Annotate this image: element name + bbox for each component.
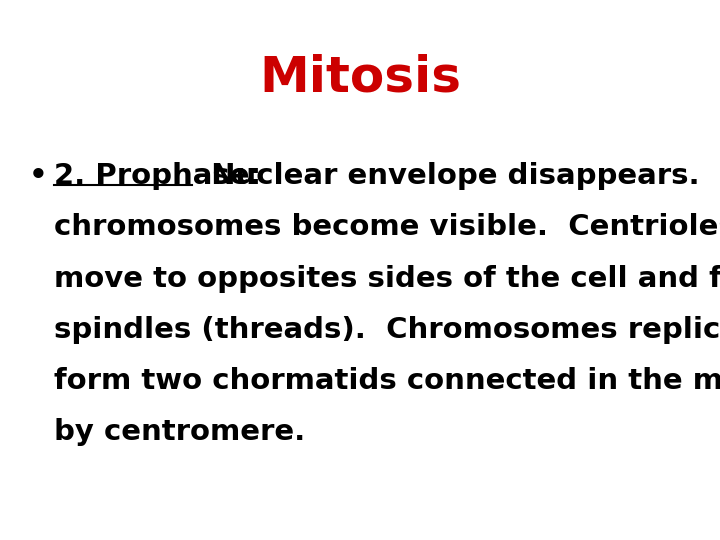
Text: by centromere.: by centromere. <box>54 418 305 447</box>
Text: Nuclear envelope disappears.: Nuclear envelope disappears. <box>191 162 699 190</box>
Text: •: • <box>29 162 48 190</box>
Text: form two chormatids connected in the middle: form two chormatids connected in the mid… <box>54 367 720 395</box>
Text: spindles (threads).  Chromosomes replicate to: spindles (threads). Chromosomes replicat… <box>54 316 720 344</box>
Text: Mitosis: Mitosis <box>259 54 461 102</box>
Text: move to opposites sides of the cell and form: move to opposites sides of the cell and … <box>54 265 720 293</box>
Text: chromosomes become visible.  Centrioles: chromosomes become visible. Centrioles <box>54 213 720 241</box>
Text: 2. Prophase:: 2. Prophase: <box>54 162 261 190</box>
